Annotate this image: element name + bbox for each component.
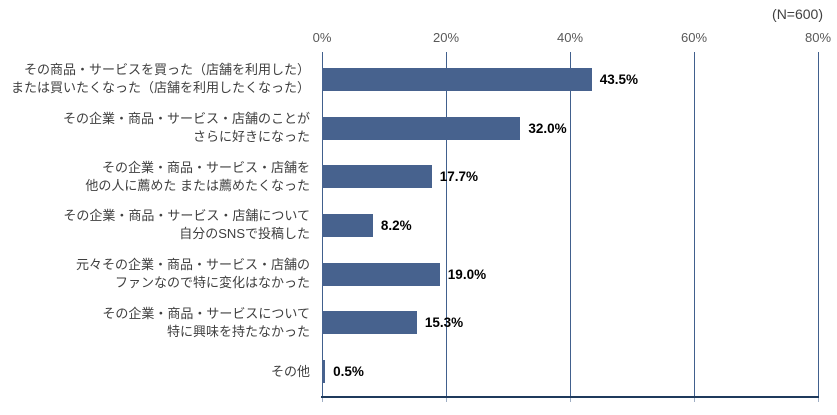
x-tick-label: 80% xyxy=(804,30,832,45)
category-label: その商品・サービスを買った（店舗を利用した） または買いたくなった（店舗を利用し… xyxy=(10,62,310,96)
value-label: 32.0% xyxy=(528,120,567,136)
x-tick-label: 20% xyxy=(432,30,460,45)
gridline xyxy=(569,52,571,396)
axis-tick xyxy=(817,398,819,402)
bar xyxy=(322,116,521,140)
category-label: その企業・商品・サービス・店舗について 自分のSNSで投稿した xyxy=(63,208,310,242)
x-tick-label: 0% xyxy=(312,30,332,45)
value-label: 17.7% xyxy=(439,169,479,185)
category-label: その他 xyxy=(270,363,310,379)
x-axis-line xyxy=(321,396,819,398)
bar xyxy=(322,67,592,91)
value-label: 43.5% xyxy=(599,71,638,87)
sample-size-label: (N=600) xyxy=(772,6,823,22)
bar xyxy=(322,360,326,384)
category-label: その企業・商品・サービス・店舗を 他の人に薦めた または薦めたくなった xyxy=(85,159,310,193)
gridline xyxy=(693,52,695,396)
bar xyxy=(322,165,432,189)
axis-tick xyxy=(569,398,571,402)
category-label: その企業・商品・サービスについて 特に興味を持たなかった xyxy=(102,305,310,339)
axis-tick xyxy=(445,398,447,402)
x-tick-label: 60% xyxy=(680,30,708,45)
value-label: 0.5% xyxy=(333,364,364,380)
bar xyxy=(322,214,373,237)
x-tick-label: 40% xyxy=(556,30,584,45)
category-label: その企業・商品・サービス・店舗のことが さらに好きになった xyxy=(62,111,310,145)
axis-tick xyxy=(321,398,323,402)
gridline xyxy=(445,52,447,396)
category-label: 元々その企業・商品・サービス・店舗の ファンなので特に変化はなかった xyxy=(75,257,310,291)
bar xyxy=(322,262,440,286)
bar xyxy=(322,311,417,335)
value-label: 19.0% xyxy=(447,266,487,282)
axis-tick xyxy=(693,398,695,402)
value-label: 8.2% xyxy=(380,217,412,233)
value-label: 15.3% xyxy=(424,315,464,331)
gridline xyxy=(817,52,819,396)
